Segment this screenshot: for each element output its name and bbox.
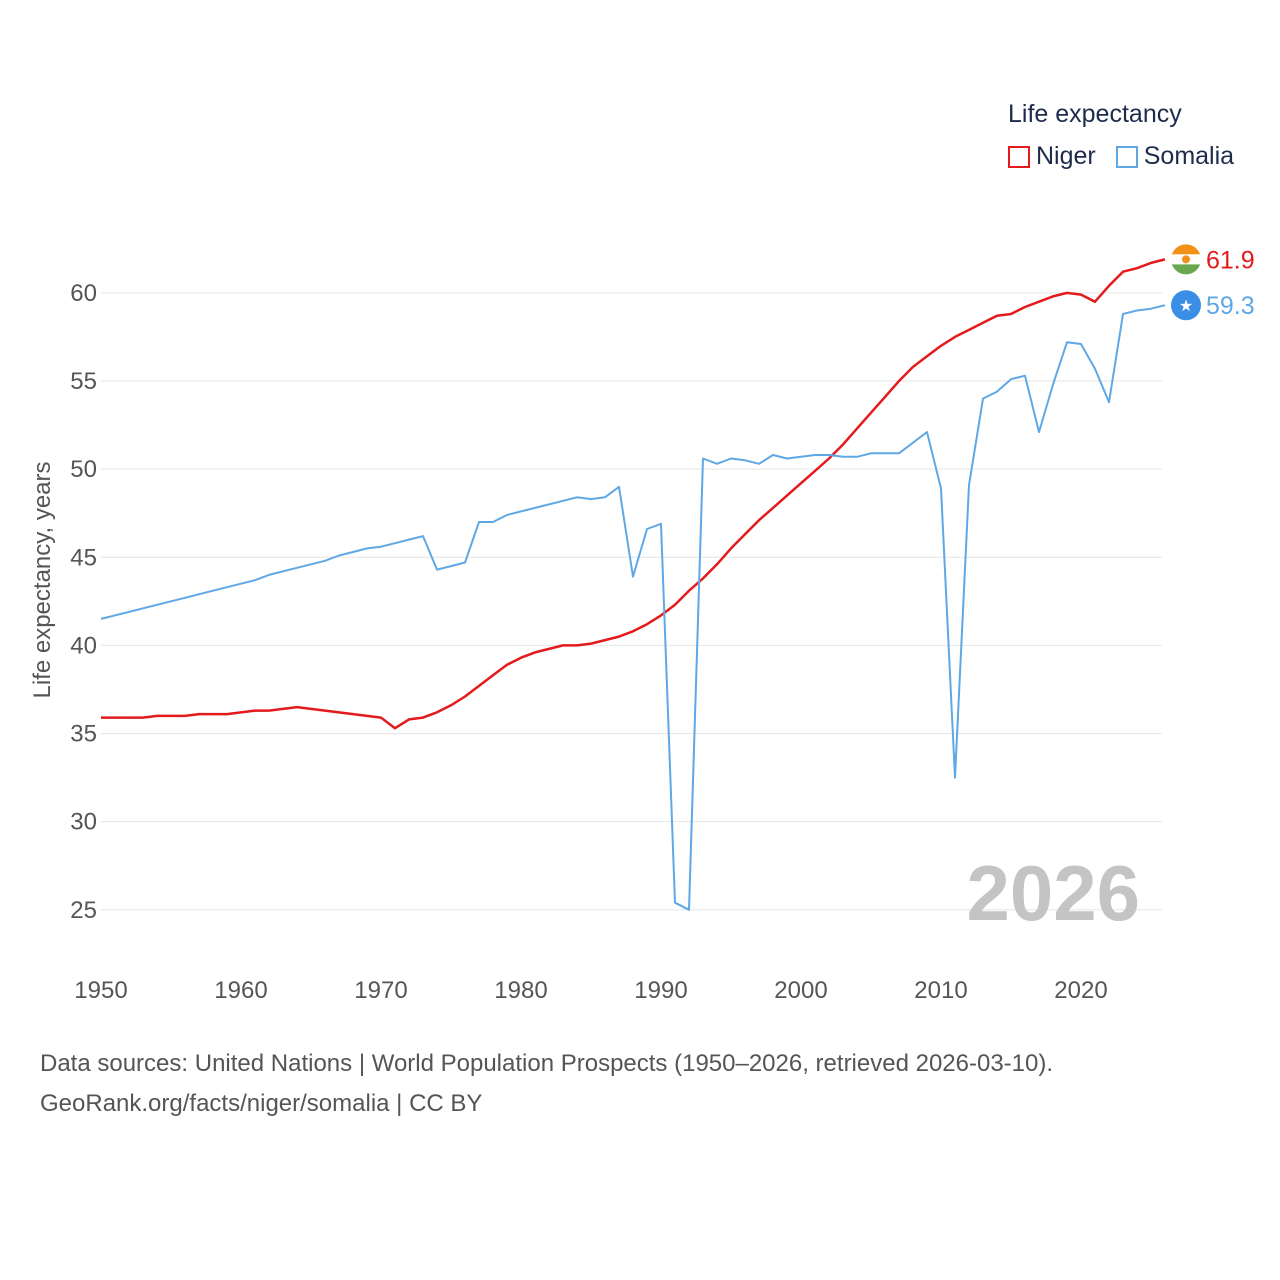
legend: Niger Somalia [1008, 142, 1254, 171]
series-lines [100, 258, 1166, 911]
y-axis-ticks: 25 30 35 40 45 50 55 60 [70, 280, 97, 924]
y-tick-label: 25 [70, 897, 97, 924]
x-tick-label: 2000 [774, 977, 827, 1004]
end-label-somalia: 59.3 [1206, 292, 1255, 320]
y-tick-label: 40 [70, 632, 97, 659]
series-line-somalia[interactable] [100, 304, 1166, 911]
legend-label-niger: Niger [1036, 142, 1096, 170]
legend-label-somalia: Somalia [1143, 142, 1235, 170]
series-end-labels: 61.9 ★ 59.3 [1171, 244, 1255, 321]
year-watermark: 2026 [966, 849, 1140, 937]
y-tick-label: 55 [70, 368, 97, 395]
y-tick-label: 45 [70, 544, 97, 571]
legend-item-somalia[interactable]: Somalia [1115, 142, 1235, 171]
y-axis-label: Life expectancy, years [29, 461, 56, 698]
y-tick-label: 60 [70, 280, 97, 307]
x-axis-ticks: 1950 1960 1970 1980 1990 2000 2010 2020 [74, 977, 1107, 1004]
x-tick-label: 1950 [74, 977, 127, 1004]
svg-text:★: ★ [1179, 296, 1193, 315]
x-tick-label: 1970 [354, 977, 407, 1004]
end-label-niger: 61.9 [1206, 246, 1255, 274]
x-tick-label: 1990 [634, 977, 687, 1004]
series-line-niger[interactable] [101, 258, 1166, 730]
somalia-flag-icon: ★ [1171, 290, 1201, 321]
legend-item-niger[interactable]: Niger [1008, 142, 1096, 171]
legend-title: Life expectancy [1008, 100, 1182, 128]
x-tick-label: 2010 [914, 977, 967, 1004]
y-tick-label: 30 [70, 809, 97, 836]
source-line-1: Data sources: United Nations | World Pop… [40, 1050, 1054, 1077]
x-tick-label: 1980 [494, 977, 547, 1004]
y-tick-label: 35 [70, 721, 97, 748]
source-line-2[interactable]: GeoRank.org/facts/niger/somalia | CC BY [40, 1090, 483, 1117]
x-tick-label: 1960 [214, 977, 267, 1004]
source-note: Data sources: United Nations | World Pop… [40, 1044, 1053, 1124]
legend-swatch-somalia [1115, 145, 1138, 168]
y-tick-label: 50 [70, 456, 97, 483]
x-tick-label: 2020 [1054, 977, 1107, 1004]
gridlines [101, 292, 1162, 911]
legend-swatch-niger [1008, 145, 1030, 168]
niger-flag-icon [1171, 244, 1201, 275]
